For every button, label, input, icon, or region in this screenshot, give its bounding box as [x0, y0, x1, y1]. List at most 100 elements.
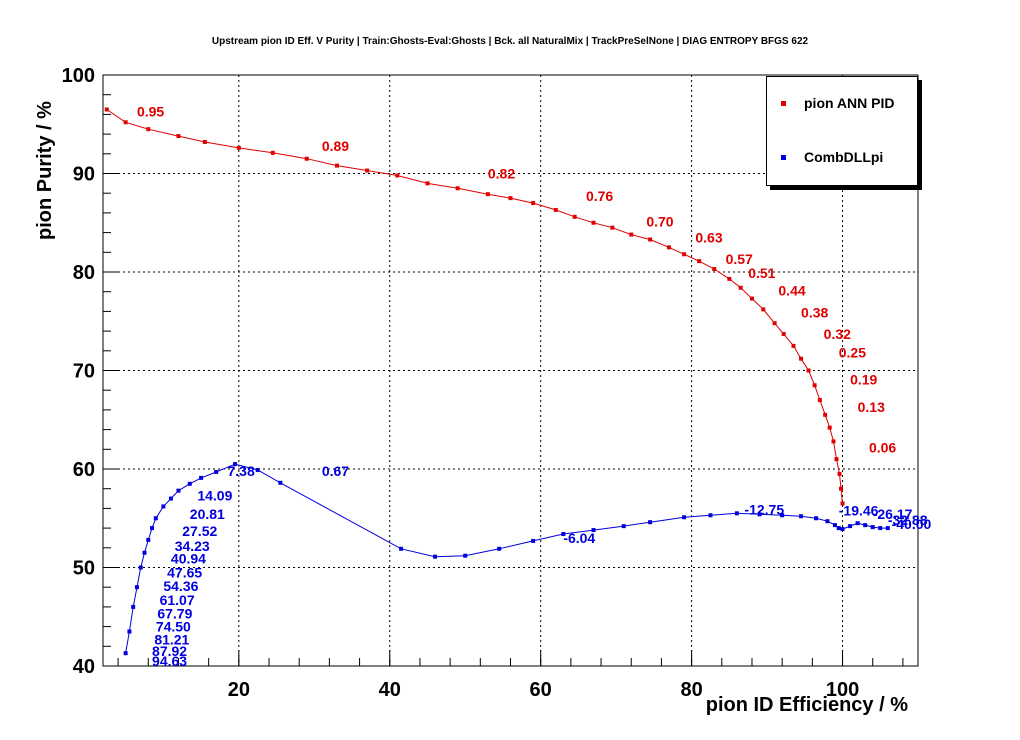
data-point: [823, 412, 828, 417]
legend: pion ANN PID CombDLLpi: [766, 76, 918, 186]
data-label: 0.44: [778, 283, 805, 299]
data-label: 0.25: [839, 345, 866, 361]
x-tick-label: 80: [680, 679, 702, 701]
data-point: [531, 201, 536, 206]
data-point: [150, 526, 155, 531]
data-point: [508, 196, 513, 201]
data-label: 54.36: [163, 578, 198, 594]
data-point: [199, 475, 204, 480]
data-point: [840, 501, 845, 506]
data-point: [832, 523, 837, 528]
data-point: [591, 528, 596, 533]
data-point: [836, 526, 841, 531]
data-point: [236, 145, 241, 150]
data-label: 0.70: [646, 214, 673, 230]
y-axis-label: pion Purity / %: [34, 101, 56, 240]
data-point: [572, 214, 577, 219]
data-point: [553, 207, 558, 212]
data-point: [648, 520, 653, 525]
data-point: [791, 343, 796, 348]
data-point: [131, 604, 136, 609]
data-point: [682, 252, 687, 257]
data-point: [463, 553, 468, 558]
data-point: [168, 496, 173, 501]
data-point: [123, 651, 128, 656]
data-point: [134, 585, 139, 590]
data-point: [270, 150, 275, 155]
data-point: [497, 546, 502, 551]
y-tick-label: 60: [73, 459, 95, 481]
data-label: -12.75: [744, 501, 784, 517]
y-tick-label: 40: [73, 656, 95, 678]
y-tick-label: 80: [73, 262, 95, 284]
data-point: [591, 220, 596, 225]
data-point: [772, 321, 777, 326]
data-point: [187, 481, 192, 486]
data-label: 0.95: [137, 103, 164, 119]
data-point: [834, 457, 839, 462]
data-label: 40.94: [171, 551, 206, 567]
data-point: [455, 186, 460, 191]
data-point: [531, 538, 536, 543]
data-point: [761, 307, 766, 312]
data-label: 47.65: [167, 564, 202, 580]
data-point: [855, 521, 860, 526]
data-point: [870, 525, 875, 530]
data-point: [757, 512, 762, 517]
data-point: [814, 516, 819, 521]
data-label: 94.63: [152, 653, 187, 669]
data-point: [749, 296, 754, 301]
x-tick-label: 40: [379, 679, 401, 701]
data-point: [146, 537, 151, 542]
data-label: 0.57: [726, 251, 753, 267]
data-label: 0.67: [322, 463, 349, 479]
data-label: -26.17: [873, 506, 913, 522]
y-tick-label: 100: [62, 65, 95, 87]
data-point: [104, 107, 109, 112]
legend-marker-dll: [781, 154, 786, 160]
data-label: 0.32: [824, 326, 851, 342]
data-point: [734, 511, 739, 516]
data-point: [561, 532, 566, 537]
x-tick-label: 20: [228, 679, 250, 701]
data-point: [146, 127, 151, 132]
data-point: [621, 524, 626, 529]
data-label: 0.38: [801, 304, 828, 320]
data-point: [697, 259, 702, 264]
data-point: [708, 513, 713, 518]
data-point: [806, 368, 811, 373]
data-point: [817, 398, 822, 403]
data-label: 87.92: [152, 643, 187, 659]
x-axis-label: pion ID Efficiency / %: [705, 694, 908, 716]
legend-entry-ann: pion ANN PID: [781, 95, 894, 111]
data-point: [610, 225, 615, 230]
data-point: [176, 488, 181, 493]
data-point: [712, 267, 717, 272]
data-label: 74.50: [156, 619, 191, 635]
data-label: 14.09: [197, 488, 232, 504]
legend-label-dll: CombDLLpi: [804, 149, 884, 165]
series-line-1: [125, 463, 888, 654]
x-tick-label: 100: [826, 679, 859, 701]
data-point: [831, 439, 836, 444]
data-label: 7.38: [228, 463, 255, 479]
data-point: [425, 181, 430, 186]
data-label: -32.88: [888, 512, 928, 528]
data-point: [233, 462, 238, 467]
legend-label-ann: pion ANN PID: [804, 95, 895, 111]
data-point: [176, 134, 181, 139]
data-label: -6.04: [563, 530, 595, 546]
data-point: [304, 156, 309, 161]
data-point: [127, 629, 132, 634]
data-label: 0.19: [850, 371, 877, 387]
data-point: [840, 527, 845, 532]
data-label: 0.76: [586, 188, 613, 204]
data-point: [399, 546, 404, 551]
data-point: [682, 515, 687, 520]
data-point: [138, 565, 143, 570]
data-point: [433, 554, 438, 559]
data-point: [848, 524, 853, 529]
data-point: [837, 471, 842, 476]
data-point: [878, 526, 883, 531]
